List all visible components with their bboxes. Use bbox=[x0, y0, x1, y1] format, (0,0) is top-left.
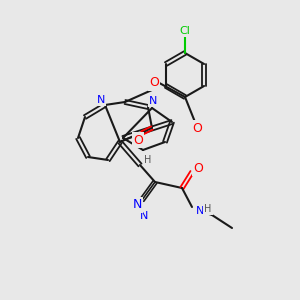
Text: N: N bbox=[132, 199, 142, 212]
Text: C: C bbox=[132, 203, 140, 213]
Text: O: O bbox=[149, 76, 159, 89]
Text: N: N bbox=[196, 206, 204, 216]
Text: O: O bbox=[192, 122, 202, 134]
Text: O: O bbox=[133, 134, 143, 146]
Text: N: N bbox=[97, 95, 105, 105]
Text: Cl: Cl bbox=[180, 26, 190, 36]
Text: H: H bbox=[204, 204, 212, 214]
Text: O: O bbox=[193, 161, 203, 175]
Text: H: H bbox=[144, 155, 152, 165]
Text: N: N bbox=[140, 211, 148, 221]
Text: N: N bbox=[149, 96, 157, 106]
